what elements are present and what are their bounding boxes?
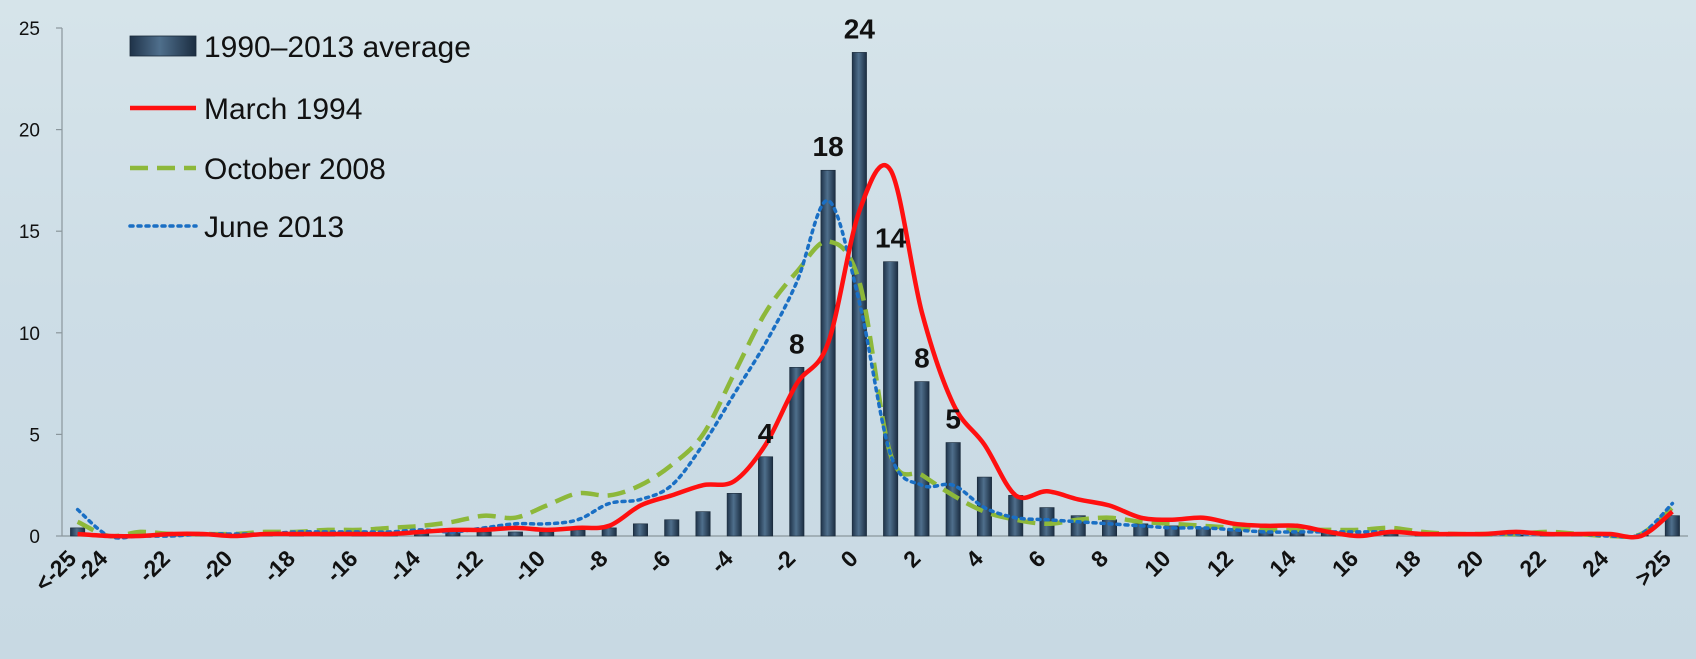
data-label: 8: [789, 328, 805, 359]
data-label: 14: [875, 223, 907, 254]
legend-label: June 2013: [204, 211, 344, 244]
legend-label: October 2008: [204, 153, 386, 186]
bar: [1008, 495, 1024, 537]
y-tick-label: 15: [19, 222, 40, 243]
lines: [75, 162, 1675, 540]
x-tick-label: 18: [1389, 545, 1426, 582]
data-label: 8: [914, 343, 930, 374]
x-tick-label: 2: [898, 545, 925, 572]
x-tick-label: 0: [835, 545, 862, 572]
x-tick-label: 4: [961, 545, 989, 573]
bar: [632, 523, 648, 537]
x-tick-label: -12: [446, 545, 488, 587]
line-march-1994: [77, 162, 1674, 540]
data-label: 18: [813, 131, 844, 162]
bar: [507, 531, 523, 537]
legend-label: 1990–2013 average: [204, 31, 471, 64]
legend-label: March 1994: [204, 93, 362, 126]
x-tick-label: 16: [1327, 545, 1363, 581]
data-label: 5: [945, 404, 961, 435]
data-label: 24: [844, 13, 876, 44]
bar: [758, 456, 774, 537]
bar: [820, 169, 836, 537]
bar: [664, 519, 680, 537]
bar: [476, 531, 492, 537]
x-tick-label: -18: [258, 545, 300, 587]
legend-swatch-1: [129, 35, 197, 57]
x-tick-label: 22: [1514, 545, 1550, 581]
bar: [1164, 525, 1180, 537]
bar: [883, 261, 899, 537]
x-tick-label: -14: [383, 545, 425, 587]
x-tick-label: -22: [133, 545, 175, 587]
x-tick-label: -4: [705, 545, 738, 578]
x-tick-label: -20: [196, 545, 238, 587]
y-tick-label: 0: [29, 527, 40, 548]
x-tick-label: >25: [1630, 545, 1676, 591]
x-tick-label: 24: [1577, 545, 1614, 582]
bars-1990-2013-average: [70, 52, 1680, 537]
x-tick-label: 12: [1202, 545, 1238, 581]
x-tick-label: -16: [321, 545, 363, 587]
bar: [851, 52, 867, 537]
bar: [726, 493, 742, 537]
bar: [914, 381, 930, 537]
bar: [539, 531, 555, 537]
bar: [1664, 515, 1680, 537]
bar: [789, 367, 805, 537]
bar: [1195, 527, 1211, 537]
x-tick-label: 10: [1139, 545, 1175, 581]
bar: [695, 511, 711, 537]
y-tick-label: 20: [19, 121, 40, 142]
y-tick-label: 25: [19, 19, 40, 40]
x-tick-label: -2: [768, 545, 801, 578]
bar: [570, 529, 586, 537]
x-tick-label: -6: [642, 545, 675, 578]
y-tick-label: 10: [19, 324, 40, 345]
data-label: 4: [758, 418, 774, 449]
y-tick-label: 5: [29, 425, 40, 446]
x-tick-label: 8: [1086, 545, 1114, 573]
x-tick-label: 20: [1452, 545, 1488, 581]
legend: 1990–2013 average March 1994 October 2008 J…: [128, 31, 471, 244]
x-tick-label: 6: [1023, 545, 1050, 572]
x-tick-label: 14: [1264, 545, 1301, 582]
x-tick-label: -10: [508, 545, 550, 587]
line-october-2008: [76, 239, 1674, 540]
x-tick-label: -24: [71, 545, 113, 587]
x-tick-label: -8: [580, 545, 613, 578]
